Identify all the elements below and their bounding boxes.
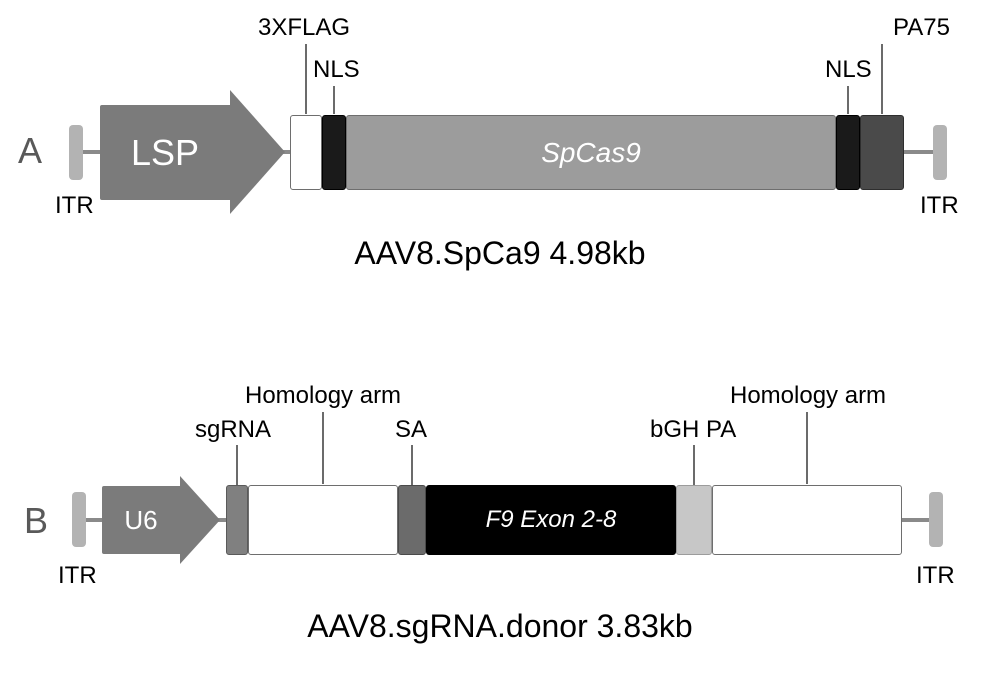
b-homl-leader — [322, 412, 324, 484]
a-itr-left — [69, 125, 83, 180]
b-bgh-leader — [693, 445, 695, 485]
b-sa-block — [398, 485, 426, 555]
a-cas9-label: SpCas9 — [541, 137, 641, 169]
a-promoter-head — [230, 90, 285, 214]
b-bgh-label: bGH PA — [650, 416, 736, 444]
b-homl-label: Homology arm — [245, 382, 401, 410]
b-homr-block — [712, 485, 902, 555]
b-homr-leader — [806, 412, 808, 484]
a-itr-left-label: ITR — [55, 192, 94, 220]
b-sa-leader — [411, 445, 413, 485]
a-title: AAV8.SpCa9 4.98kb — [0, 235, 1000, 272]
a-nlsl-label: NLS — [313, 56, 360, 84]
a-itr-right — [933, 125, 947, 180]
a-pa75-block — [860, 115, 904, 190]
b-itr-right-label: ITR — [916, 562, 955, 590]
b-sa-label: SA — [395, 416, 427, 444]
b-exon-block: F9 Exon 2-8 — [426, 485, 676, 555]
b-sgrna-label: sgRNA — [195, 416, 271, 444]
a-promoter-label: LSP — [100, 105, 230, 200]
a-flag-block — [290, 115, 322, 190]
a-nlsl-leader — [333, 86, 335, 114]
diagram-canvas: A ITR LSP 3XFLAG NLS NLS PA75 SpCas9 ITR… — [0, 0, 1000, 693]
a-flag-label: 3XFLAG — [258, 14, 350, 42]
a-nlsl-block — [322, 115, 346, 190]
b-bgh-block — [676, 485, 712, 555]
panel-a-label: A — [18, 130, 42, 172]
panel-b-label: B — [24, 500, 48, 542]
b-homr-label: Homology arm — [730, 382, 886, 410]
b-promoter-head — [180, 476, 220, 564]
a-flag-leader — [305, 44, 307, 114]
a-promoter-body: LSP — [100, 105, 230, 200]
b-itr-right — [929, 492, 943, 547]
a-pa75-leader — [881, 44, 883, 114]
a-nlsr-leader — [847, 86, 849, 114]
b-title: AAV8.sgRNA.donor 3.83kb — [0, 608, 1000, 645]
a-nlsr-block — [836, 115, 860, 190]
b-sgrna-leader — [236, 445, 238, 485]
a-nlsr-label: NLS — [825, 56, 872, 84]
b-promoter-body: U6 — [102, 486, 180, 554]
a-itr-right-label: ITR — [920, 192, 959, 220]
a-cas9-block: SpCas9 — [346, 115, 836, 190]
b-itr-left-label: ITR — [58, 562, 97, 590]
b-promoter-label: U6 — [102, 486, 180, 554]
b-sgrna-block — [226, 485, 248, 555]
b-homl-block — [248, 485, 398, 555]
b-itr-left — [72, 492, 86, 547]
b-exon-label: F9 Exon 2-8 — [486, 506, 617, 534]
a-pa75-label: PA75 — [893, 14, 950, 42]
